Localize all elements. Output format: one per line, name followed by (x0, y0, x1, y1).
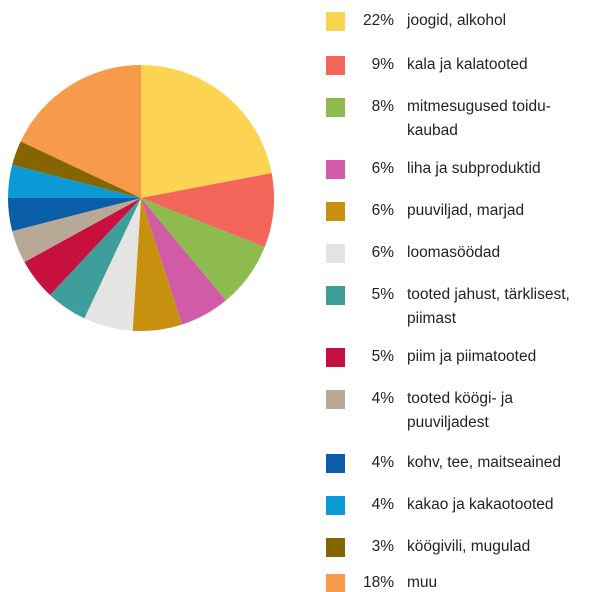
legend-percent: 3% (356, 535, 394, 559)
legend-swatch (326, 454, 345, 473)
legend-swatch (326, 496, 345, 515)
legend-label: tooted jahust, tärklisest, piimast (407, 283, 596, 331)
legend-swatch (326, 160, 345, 179)
legend-swatch (326, 348, 345, 367)
legend-percent: 6% (356, 199, 394, 223)
pie-chart (0, 0, 290, 592)
legend-percent: 6% (356, 157, 394, 181)
legend-label: liha ja subproduktid (407, 157, 596, 181)
legend-label: piim ja piimatooted (407, 345, 596, 369)
legend-label-line: köögivili, mugulad (407, 535, 596, 559)
legend-swatch (326, 538, 345, 557)
legend: 22% joogid, alkohol 9% kala ja kalatooted 8%… (326, 0, 596, 592)
legend-label: joogid, alkohol (407, 9, 596, 33)
legend-label: kohv, tee, maitseained (407, 451, 596, 475)
legend-label-line: tooted jahust, tärklisest, (407, 283, 596, 307)
legend-swatch (326, 56, 345, 75)
legend-label-line: tooted köögi- ja (407, 387, 596, 411)
legend-percent: 8% (356, 95, 394, 119)
legend-label-line: joogid, alkohol (407, 9, 596, 33)
legend-swatch (326, 286, 345, 305)
legend-swatch (326, 202, 345, 221)
legend-label: puuviljad, marjad (407, 199, 596, 223)
legend-swatch (326, 244, 345, 263)
legend-percent: 5% (356, 283, 394, 307)
legend-percent: 9% (356, 53, 394, 77)
legend-percent: 4% (356, 451, 394, 475)
legend-label-line: muu (407, 571, 596, 592)
legend-swatch (326, 98, 345, 117)
legend-label-line: kakao ja kakaotooted (407, 493, 596, 517)
legend-label-line: puuviljad, marjad (407, 199, 596, 223)
legend-label-line: piimast (407, 307, 596, 331)
legend-label-line: kaubad (407, 119, 596, 143)
legend-percent: 4% (356, 387, 394, 411)
legend-swatch (326, 390, 345, 409)
legend-percent: 6% (356, 241, 394, 265)
legend-label: mitmesugused toidu-kaubad (407, 95, 596, 143)
legend-label: loomasöödad (407, 241, 596, 265)
legend-label-line: mitmesugused toidu- (407, 95, 596, 119)
legend-percent: 22% (356, 9, 394, 33)
legend-label-line: piim ja piimatooted (407, 345, 596, 369)
legend-label-line: kohv, tee, maitseained (407, 451, 596, 475)
legend-percent: 4% (356, 493, 394, 517)
legend-swatch (326, 12, 345, 31)
legend-label: tooted köögi- ja puuviljadest (407, 387, 596, 435)
legend-label: kala ja kalatooted (407, 53, 596, 77)
legend-label: köögivili, mugulad (407, 535, 596, 559)
legend-label-line: loomasöödad (407, 241, 596, 265)
legend-label-line: liha ja subproduktid (407, 157, 596, 181)
legend-percent: 5% (356, 345, 394, 369)
legend-label-line: kala ja kalatooted (407, 53, 596, 77)
legend-label-line: puuviljadest (407, 411, 596, 435)
legend-label: muu (407, 571, 596, 592)
legend-swatch (326, 574, 345, 592)
legend-label: kakao ja kakaotooted (407, 493, 596, 517)
legend-percent: 18% (356, 571, 394, 592)
